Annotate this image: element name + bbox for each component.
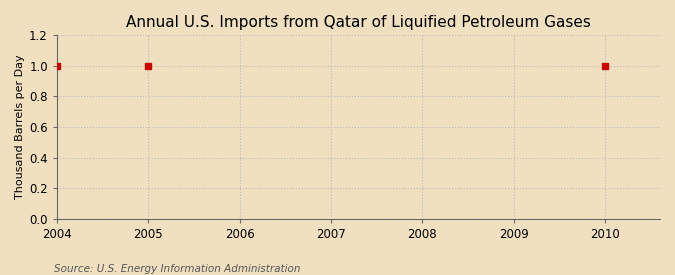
Text: Source: U.S. Energy Information Administration: Source: U.S. Energy Information Administ…	[54, 264, 300, 274]
Y-axis label: Thousand Barrels per Day: Thousand Barrels per Day	[15, 55, 25, 199]
Title: Annual U.S. Imports from Qatar of Liquified Petroleum Gases: Annual U.S. Imports from Qatar of Liquif…	[126, 15, 591, 30]
